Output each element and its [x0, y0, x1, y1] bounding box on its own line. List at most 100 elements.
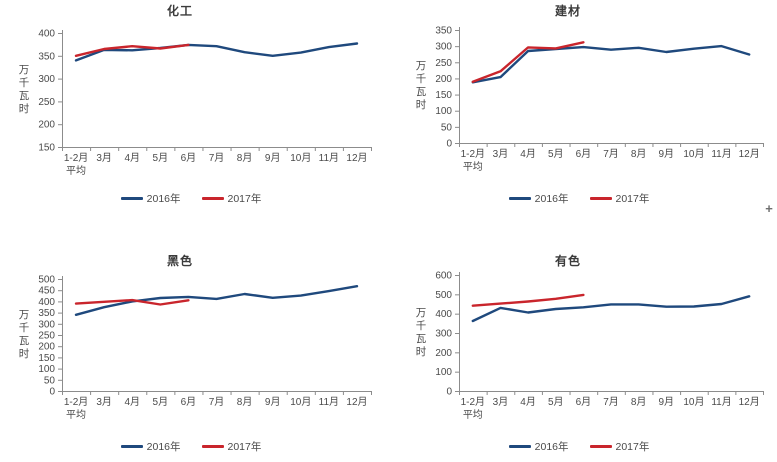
legend-entry-2017: 2017年 [201, 439, 262, 454]
legend-line-2016-icon [508, 197, 531, 200]
svg-text:10月: 10月 [290, 396, 311, 408]
legend-line-2017-icon [589, 197, 612, 200]
svg-text:9月: 9月 [658, 148, 674, 160]
legend: 2016年 2017年 [388, 191, 770, 206]
svg-text:150: 150 [38, 353, 55, 364]
svg-text:6月: 6月 [576, 148, 592, 160]
svg-text:3月: 3月 [493, 396, 509, 408]
svg-text:8月: 8月 [237, 396, 253, 408]
series-line-2016年 [74, 285, 359, 317]
cell-cursor-plus-icon: + [765, 201, 773, 216]
legend-label-2016: 2016年 [534, 441, 569, 453]
svg-text:250: 250 [435, 58, 452, 69]
series-line-2017年 [74, 43, 190, 57]
y-axis-title: 万千瓦时 [18, 64, 30, 115]
svg-text:3月: 3月 [493, 148, 509, 160]
svg-text:12月: 12月 [739, 396, 760, 408]
legend-label-2017: 2017年 [615, 441, 650, 453]
svg-text:4月: 4月 [124, 396, 140, 408]
legend-entry-2017: 2017年 [201, 191, 262, 206]
svg-text:250: 250 [38, 331, 55, 342]
svg-text:11月: 11月 [319, 396, 339, 408]
series-line-2017年 [471, 293, 585, 307]
svg-text:100: 100 [435, 106, 452, 117]
series-line-2016年 [471, 44, 751, 84]
svg-text:11月: 11月 [319, 152, 339, 164]
series-line-2016年 [471, 295, 751, 323]
legend-entry-2016: 2016年 [508, 191, 569, 206]
svg-text:300: 300 [435, 329, 452, 340]
legend-label-2016: 2016年 [146, 193, 181, 205]
svg-text:7月: 7月 [603, 396, 619, 408]
series-line-2017年 [471, 41, 585, 83]
legend-line-2017-icon [201, 197, 224, 200]
svg-text:50: 50 [441, 122, 453, 133]
svg-text:5月: 5月 [153, 152, 169, 164]
svg-text:10月: 10月 [290, 152, 311, 164]
svg-text:200: 200 [38, 342, 55, 353]
y-axis-title: 万千瓦时 [18, 309, 30, 360]
svg-text:7月: 7月 [209, 152, 225, 164]
axes [455, 27, 764, 147]
chart-title: 黑色 [166, 254, 193, 268]
legend-entry-2016: 2016年 [508, 439, 569, 454]
svg-text:10月: 10月 [683, 396, 704, 408]
svg-text:12月: 12月 [346, 152, 367, 164]
svg-text:6月: 6月 [181, 152, 197, 164]
svg-text:4月: 4月 [124, 152, 140, 164]
svg-text:400: 400 [38, 297, 55, 308]
svg-text:200: 200 [435, 348, 452, 359]
legend-line-2017-icon [589, 445, 612, 448]
legend-line-2016-icon [508, 445, 531, 448]
svg-text:11月: 11月 [711, 396, 731, 408]
svg-text:100: 100 [435, 367, 452, 378]
svg-text:9月: 9月 [265, 396, 281, 408]
svg-text:300: 300 [38, 74, 55, 85]
svg-text:350: 350 [38, 51, 55, 62]
chart-title: 有色 [554, 254, 581, 268]
chart-building-materials-panel[interactable]: 建材 万千瓦时 350 300 250 200 150 100 50 0 1-2月 平均 3月 4月 5… [388, 0, 777, 231]
svg-text:400: 400 [38, 29, 55, 40]
svg-text:5月: 5月 [548, 148, 564, 160]
svg-text:8月: 8月 [237, 152, 253, 164]
svg-text:350: 350 [435, 26, 452, 37]
svg-text:1-2月: 1-2月 [461, 396, 485, 408]
legend-line-2016-icon [120, 445, 143, 448]
y-axis-title: 万千瓦时 [415, 307, 427, 358]
legend-label-2017: 2017年 [227, 193, 262, 205]
svg-text:7月: 7月 [209, 396, 225, 408]
legend-line-2017-icon [201, 445, 224, 448]
legend-label-2016: 2016年 [534, 193, 569, 205]
svg-text:10月: 10月 [683, 148, 704, 160]
svg-text:5月: 5月 [548, 396, 564, 408]
legend: 2016年 2017年 [0, 191, 382, 206]
svg-text:500: 500 [435, 290, 452, 301]
svg-text:300: 300 [435, 42, 452, 53]
axes [58, 30, 372, 151]
svg-text:3月: 3月 [96, 152, 112, 164]
svg-text:8月: 8月 [631, 148, 647, 160]
svg-text:300: 300 [38, 319, 55, 330]
chart-chemicals-panel[interactable]: 化工 万千瓦时 400 350 300 250 200 150 1-2月 平均 3月 4月 5月 6月… [0, 0, 389, 231]
svg-text:5月: 5月 [153, 396, 169, 408]
legend-label-2017: 2017年 [227, 441, 262, 453]
legend-entry-2017: 2017年 [589, 191, 649, 206]
svg-text:0: 0 [446, 387, 452, 398]
svg-text:6月: 6月 [181, 396, 197, 408]
svg-text:250: 250 [38, 97, 55, 108]
legend: 2016年 2017年 [0, 439, 382, 454]
svg-text:11月: 11月 [711, 148, 731, 160]
svg-text:1-2月: 1-2月 [461, 148, 485, 160]
chart-ferrous-panel[interactable]: 黑色 万千瓦时 500 450 400 350 300 250 200 150 100 50 0 1-… [0, 231, 389, 462]
svg-text:6月: 6月 [576, 396, 592, 408]
y-tick-labels: 400 350 300 250 200 150 [38, 29, 55, 154]
svg-text:450: 450 [38, 286, 55, 297]
svg-text:0: 0 [49, 387, 55, 398]
chart-nonferrous-panel[interactable]: 有色 万千瓦时 600 500 400 300 200 100 0 1-2月 平均 3月 4月 5月 6… [388, 231, 777, 462]
